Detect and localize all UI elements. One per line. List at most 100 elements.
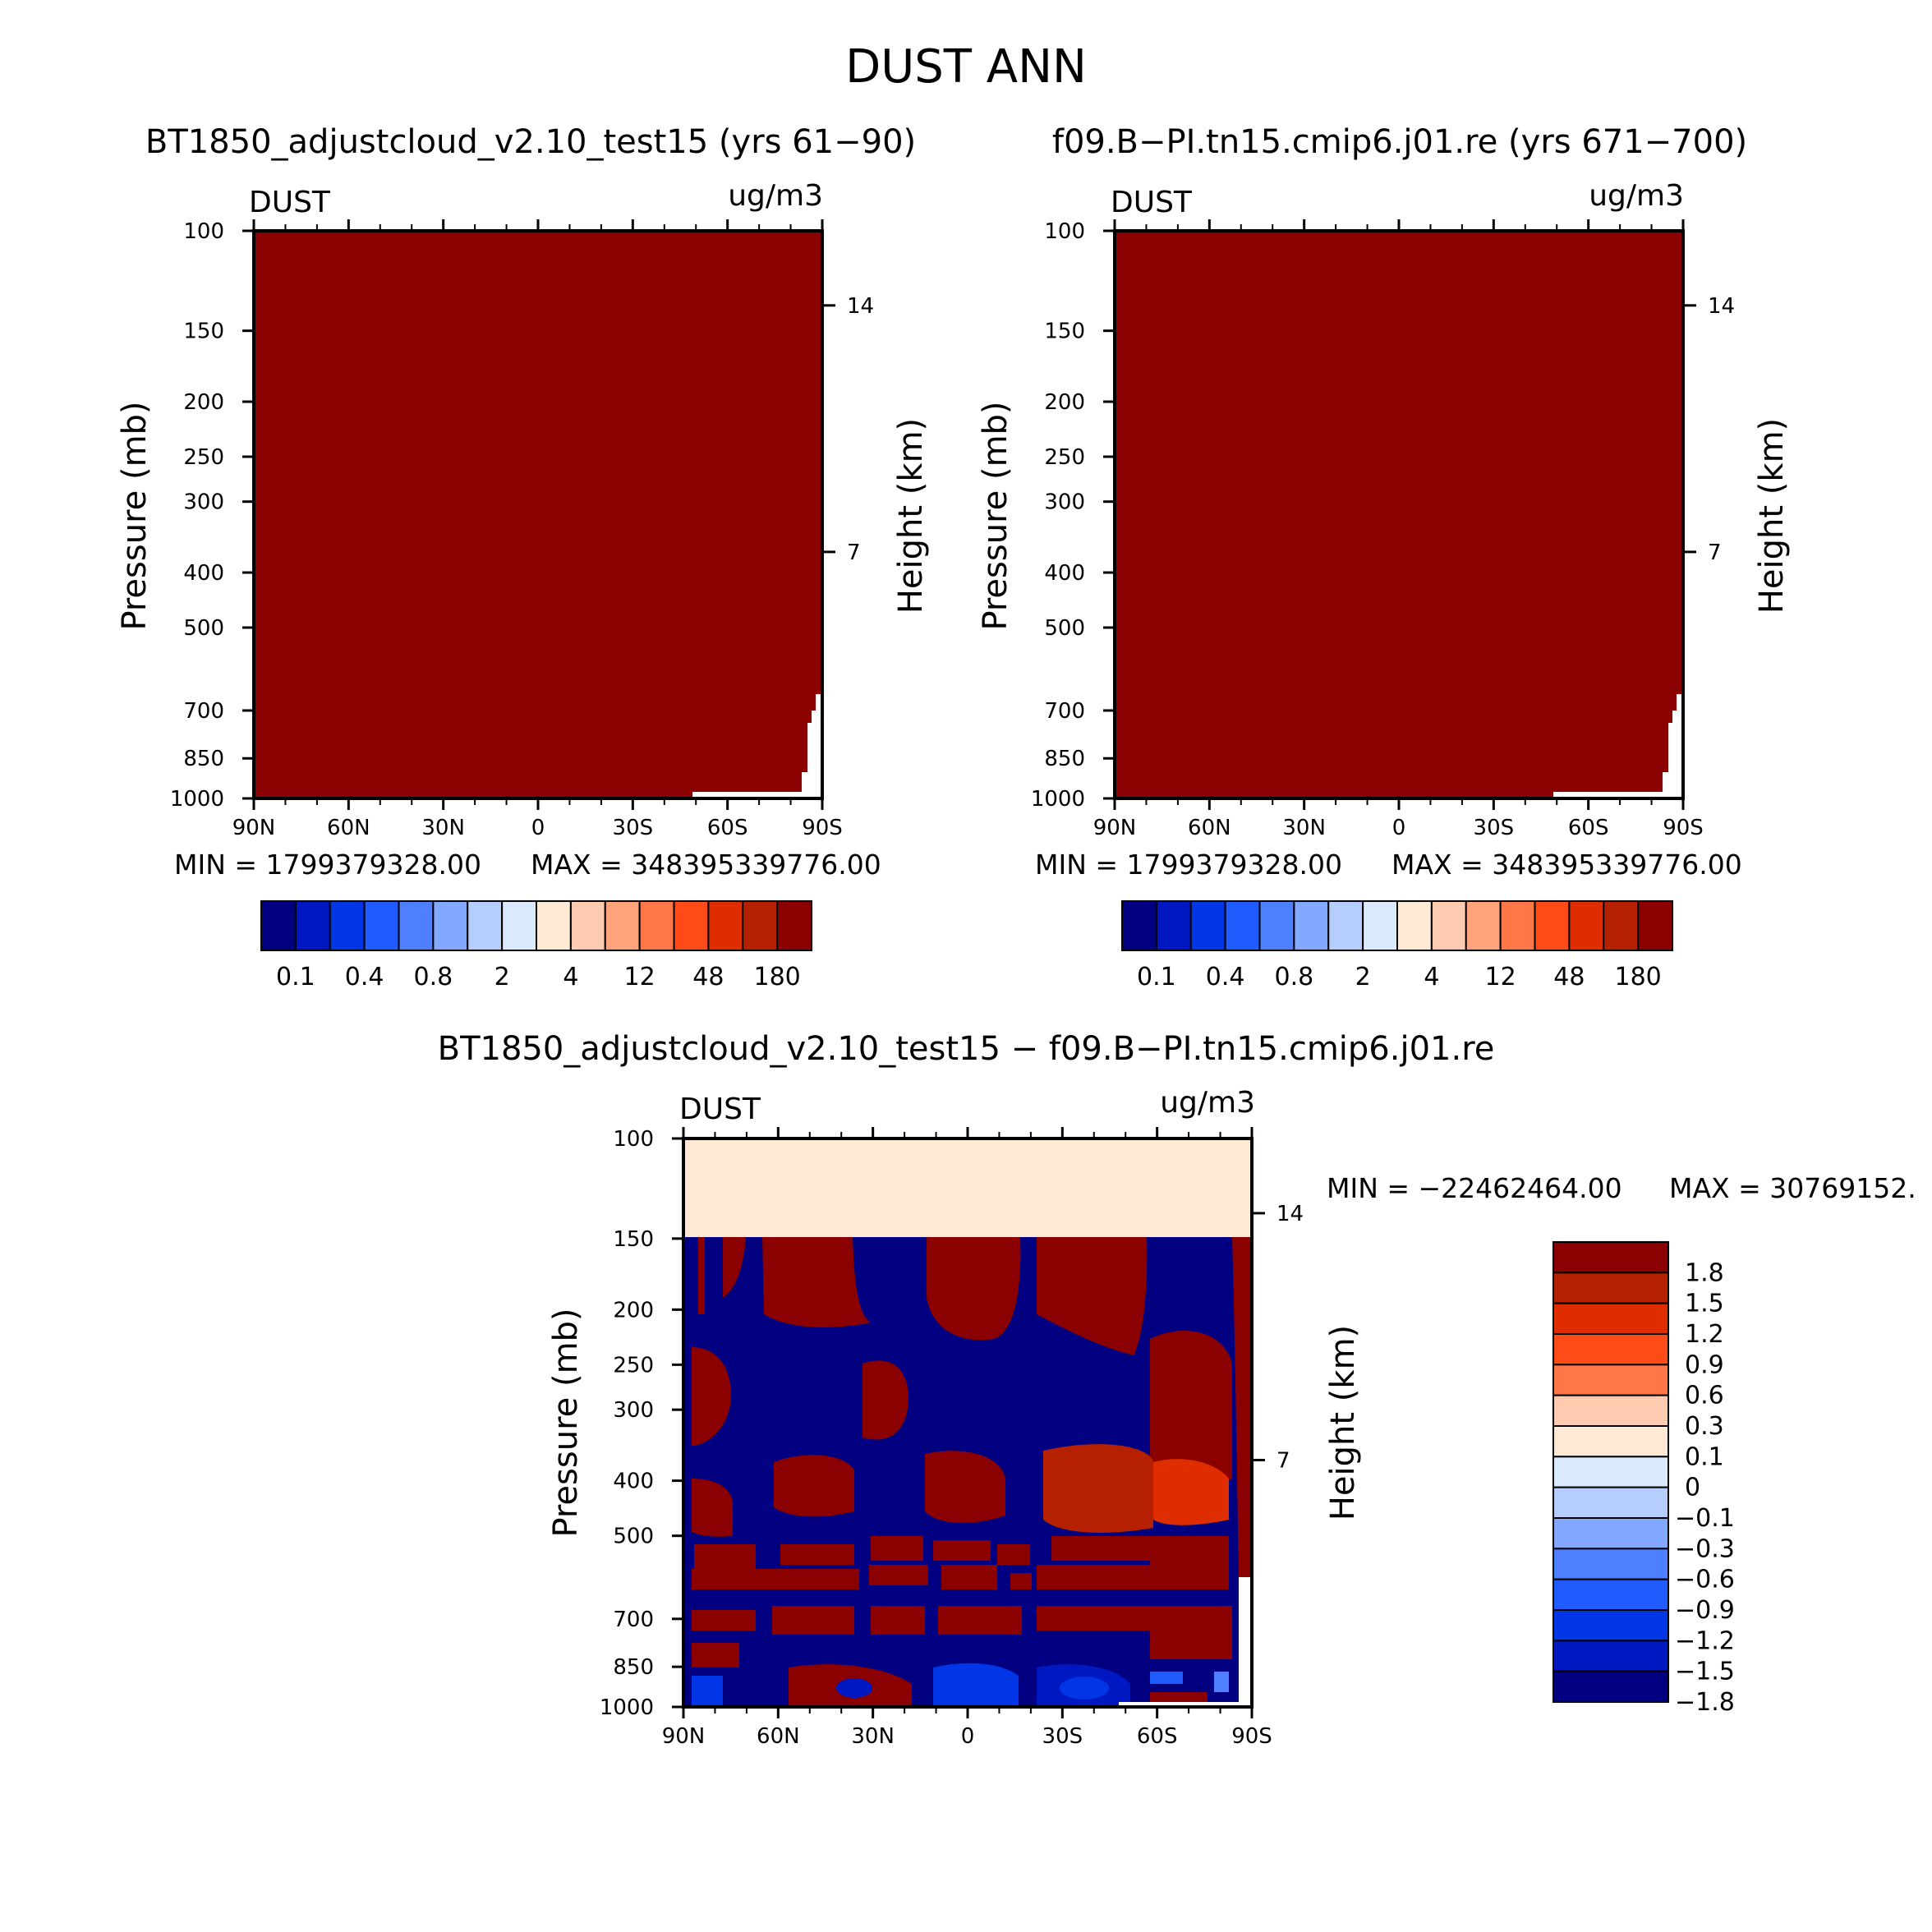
colorbar-box [1552,1425,1669,1458]
colorbar-label: 0 [1685,1474,1700,1502]
colorbar-box [1603,900,1640,951]
y-tick-label: 850 [613,1655,654,1680]
y2-tick-label: 14 [847,294,874,319]
colorbar-label: 1.5 [1685,1290,1724,1318]
y-tick-label: 1000 [600,1695,654,1720]
y-tick-label: 150 [613,1227,654,1252]
colorbar-label: 0.4 [345,963,384,991]
panel-1-variable-label: DUST [249,186,331,219]
colorbar-box [569,900,606,951]
y-tick-label: 300 [183,490,224,515]
colorbar-label: 4 [563,963,578,991]
colorbar-label: 0.1 [1137,963,1176,991]
colorbar-box [1552,1333,1669,1366]
panel-1: BT1850_adjustcloud_v2.10_test15 (yrs 61−… [116,123,930,991]
colorbar-label: 0.4 [1206,963,1245,991]
x-tick-label: 90S [1663,816,1704,840]
colorbar-label: 12 [1485,963,1516,991]
y2-tick-label: 7 [847,540,861,565]
colorbar-label: 0.9 [1685,1350,1724,1379]
figure-title: DUST ANN [845,40,1087,94]
panel-3-difference: BT1850_adjustcloud_v2.10_test15 − f09.B−… [438,1030,1916,1749]
colorbar-label: 0.8 [1275,963,1314,991]
colorbar-label: 0.8 [414,963,453,991]
panel-1-title: BT1850_adjustcloud_v2.10_test15 (yrs 61−… [145,123,916,161]
x-tick-label: 60S [1568,816,1609,840]
colorbar: 0.1 0.4 0.8 2 4 12 48 180 [1121,900,1673,991]
colorbar-label: −0.3 [1675,1534,1735,1563]
y-tick-label: 150 [1044,320,1085,344]
panel-1-max-label: MAX = 348395339776.00 [531,849,881,881]
panel-1-min-label: MIN = 1799379328.00 [174,849,481,881]
y-tick-label: 200 [613,1298,654,1322]
colorbar-box [1552,1548,1669,1580]
colorbar-box [1552,1241,1669,1274]
colorbar-label: −1.8 [1675,1688,1735,1717]
y-tick-label: 100 [183,219,224,244]
x-tick-label: 90N [232,816,276,840]
y-tick-label: 500 [1044,616,1085,641]
x-tick-label: 90N [1093,816,1137,840]
y-tick-label: 850 [183,747,224,771]
y-tick-label: 100 [1044,219,1085,244]
y-tick-label: 200 [183,390,224,415]
colorbar-box [1552,1486,1669,1519]
x-tick-label: 30N [851,1724,895,1749]
x-tick-label: 90N [662,1724,706,1749]
panel-1-units-label: ug/m3 [728,179,823,213]
colorbar-box [363,900,400,951]
colorbar-label: 2 [494,963,510,991]
colorbar-box [1121,900,1157,951]
y2-tick-label: 7 [1708,540,1722,565]
panel-1-ylabel: Pressure (mb) [116,401,154,630]
colorbar-box [260,900,297,951]
panel-3-units-label: ug/m3 [1160,1086,1255,1120]
panel-2-missing-region [1553,694,1683,798]
colorbar-box [294,900,331,951]
colorbar-label: 48 [1553,963,1585,991]
colorbar-box [742,900,779,951]
y-tick-label: 1000 [170,787,224,812]
panel-2-min-label: MIN = 1799379328.00 [1035,849,1342,881]
colorbar-label: 48 [692,963,724,991]
colorbar-label: 12 [624,963,656,991]
panel-3-min-label: MIN = −22462464.00 [1327,1172,1622,1204]
x-tick-label: 30S [1042,1724,1083,1749]
x-tick-label: 0 [531,816,545,840]
x-tick-label: 60S [707,816,748,840]
panel-3-title: BT1850_adjustcloud_v2.10_test15 − f09.B−… [438,1030,1495,1068]
y-tick-label: 400 [1044,561,1085,586]
colorbar-box [1552,1517,1669,1550]
colorbar-box [1552,1272,1669,1304]
colorbar: 0.1 0.4 0.8 2 4 12 48 180 [260,900,812,991]
colorbar-box [1552,1578,1669,1611]
panel-1-field [254,231,822,798]
y-tick-label: 400 [613,1470,654,1494]
colorbar-box [501,900,537,951]
colorbar-box [638,900,675,951]
panel-1-y2label: Height (km) [892,418,930,614]
colorbar-box [604,900,641,951]
y-tick-label: 500 [613,1525,654,1549]
colorbar-box [1155,900,1192,951]
x-tick-label: 60S [1137,1724,1178,1749]
y-tick-label: 100 [613,1127,654,1152]
y-tick-label: 300 [1044,490,1085,515]
y-tick-label: 850 [1044,747,1085,771]
colorbar-box [329,900,366,951]
y-tick-label: 500 [183,616,224,641]
colorbar-label: −1.2 [1675,1626,1735,1655]
colorbar-label: 180 [753,963,800,991]
colorbar-box [1552,1302,1669,1335]
colorbar-label: −0.1 [1675,1504,1735,1533]
y-tick-label: 250 [183,445,224,470]
x-tick-label: 60N [1188,816,1231,840]
colorbar-box [467,900,504,951]
colorbar-box [432,900,469,951]
colorbar-box [673,900,710,951]
y-tick-label: 250 [613,1353,654,1378]
y-tick-label: 700 [613,1608,654,1632]
colorbar-label: −0.9 [1675,1596,1735,1625]
colorbar-box [1552,1670,1669,1703]
colorbar-label: 2 [1355,963,1371,991]
